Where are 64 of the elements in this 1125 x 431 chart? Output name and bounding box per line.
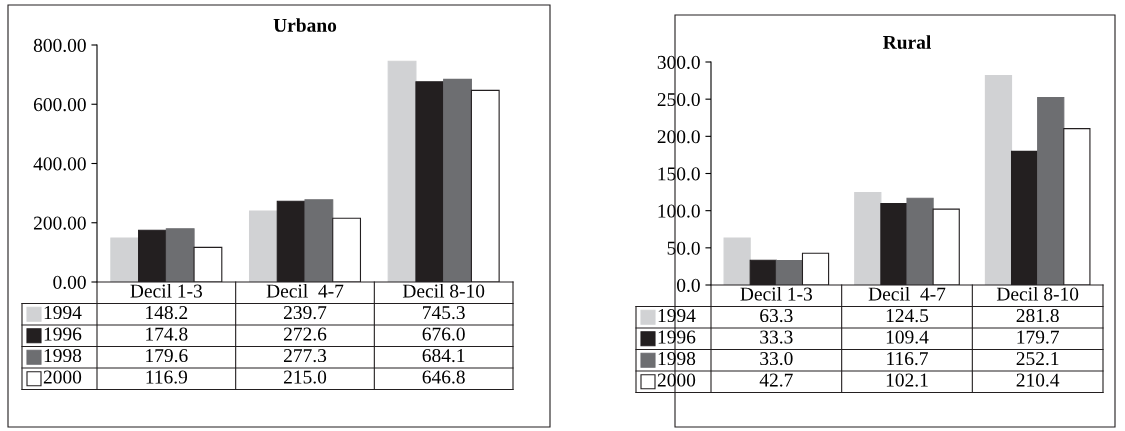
bar xyxy=(984,74,1013,285)
x-tick-label: Decil 8-10 xyxy=(996,286,1079,301)
data-label: 116.7 xyxy=(887,352,928,366)
y-tick-label: 200.0 xyxy=(657,130,700,144)
data-label: 745.3 xyxy=(423,306,465,320)
legend-label: 2000 xyxy=(657,373,696,387)
data-label: 252.1 xyxy=(1016,352,1059,366)
bar xyxy=(304,199,334,282)
y-tick-label: 400.00 xyxy=(33,157,86,171)
y-tick-label: 0.00 xyxy=(53,275,86,290)
bar xyxy=(723,237,751,285)
y-tick-label: 300.0 xyxy=(657,55,700,70)
data-label: 210.4 xyxy=(1016,373,1060,387)
legend-label: 2000 xyxy=(43,370,82,384)
data-label: 277.3 xyxy=(283,349,327,363)
data-label: 124.5 xyxy=(886,309,929,323)
data-label: 281.8 xyxy=(1016,309,1059,323)
bar xyxy=(110,237,140,282)
data-label: 215.0 xyxy=(283,370,327,384)
bar xyxy=(775,259,804,285)
data-label: 272.6 xyxy=(283,327,327,341)
y-tick-label: 600.00 xyxy=(33,98,86,112)
x-tick-label: Decil 4-7 xyxy=(266,283,344,298)
data-label: 102.1 xyxy=(886,373,928,387)
data-label: 179.6 xyxy=(146,349,188,363)
y-tick-label: 250.0 xyxy=(657,92,700,107)
y-tick-label: 50.0 xyxy=(667,241,700,255)
y-tick-label: 200.00 xyxy=(33,216,86,230)
x-tick-label: Decil 4-7 xyxy=(868,286,946,301)
legend-label: 1998 xyxy=(658,352,696,366)
chart-title: Rural xyxy=(883,35,931,49)
data-label: 676.0 xyxy=(422,327,465,341)
data-label: 239.7 xyxy=(283,306,327,320)
data-label: 148.2 xyxy=(146,306,188,320)
legend-label: 1996 xyxy=(658,330,696,344)
data-label: 63.3 xyxy=(760,309,793,323)
data-label: 174.8 xyxy=(146,327,188,341)
data-label: 33.0 xyxy=(760,352,793,366)
legend-label: 1996 xyxy=(44,327,82,341)
bar xyxy=(248,210,278,282)
x-tick-label: Decil 1-3 xyxy=(740,286,813,301)
y-tick-label: 0.0 xyxy=(677,278,700,293)
chart-title: Urbano xyxy=(273,18,337,32)
legend-label: 1994 xyxy=(658,309,696,323)
y-tick-label: 800.00 xyxy=(33,38,86,53)
y-tick-label: 100.0 xyxy=(658,204,700,218)
x-tick-label: Decil 8-10 xyxy=(402,283,485,298)
data-label: 42.7 xyxy=(759,373,793,387)
bar xyxy=(906,197,934,285)
bar xyxy=(443,78,472,282)
legend-label: 1998 xyxy=(44,349,82,363)
data-label: 33.3 xyxy=(760,330,793,344)
data-label: 179.7 xyxy=(1017,330,1059,344)
x-tick-label: Decil 1-3 xyxy=(130,283,203,298)
bar xyxy=(1037,97,1065,285)
data-label: 116.9 xyxy=(146,370,188,384)
data-label: 109.4 xyxy=(886,330,929,344)
bar xyxy=(387,60,417,282)
data-label: 646.8 xyxy=(422,370,465,384)
y-tick-label: 150.0 xyxy=(658,167,700,181)
bar xyxy=(854,191,882,285)
data-label: 684.1 xyxy=(422,349,465,363)
bar xyxy=(165,228,195,282)
legend-label: 1994 xyxy=(44,306,82,320)
